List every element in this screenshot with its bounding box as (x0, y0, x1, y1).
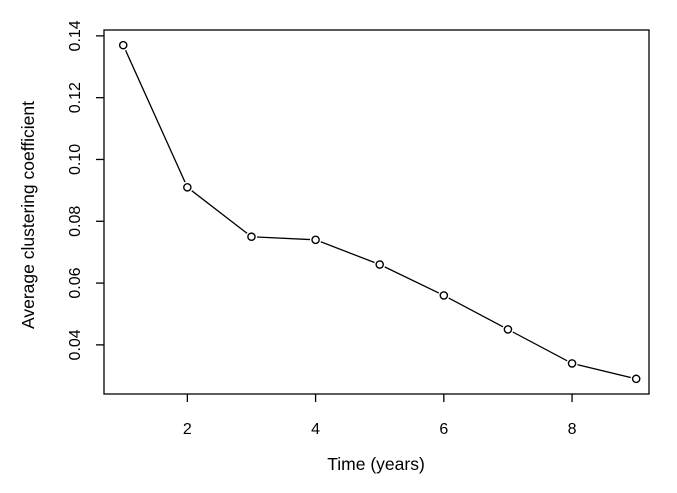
data-point-marker (439, 291, 449, 300)
plot-area: 2 4 6 8 0.04 0.06 0.08 0.10 0.12 0.14 (67, 20, 650, 438)
y-tick-label: 0.12 (67, 82, 84, 113)
y-tick-label: 0.14 (67, 20, 84, 51)
y-tick-label: 0.08 (67, 206, 84, 237)
x-tick-label: 2 (183, 421, 192, 438)
data-point-marker (631, 374, 641, 384)
series-line (122, 44, 637, 380)
y-tick-label: 0.10 (67, 144, 84, 175)
x-axis-label: Time (years) (327, 454, 425, 474)
data-point-marker (118, 40, 128, 50)
data-point-marker (567, 359, 577, 368)
data-point-marker (503, 325, 513, 334)
plot-frame (103, 29, 650, 395)
x-tick-label: 4 (311, 421, 320, 438)
data-point-marker (311, 235, 320, 245)
y-tick-label: 0.06 (67, 267, 84, 298)
x-tick-label: 6 (439, 421, 448, 438)
y-tick-label: 0.04 (67, 329, 84, 360)
x-tick-label: 8 (568, 421, 577, 438)
y-axis-label: Average clustering coefficient (18, 101, 38, 329)
data-point-marker (375, 260, 385, 269)
data-point-marker (247, 232, 256, 242)
data-point-marker (183, 182, 192, 192)
